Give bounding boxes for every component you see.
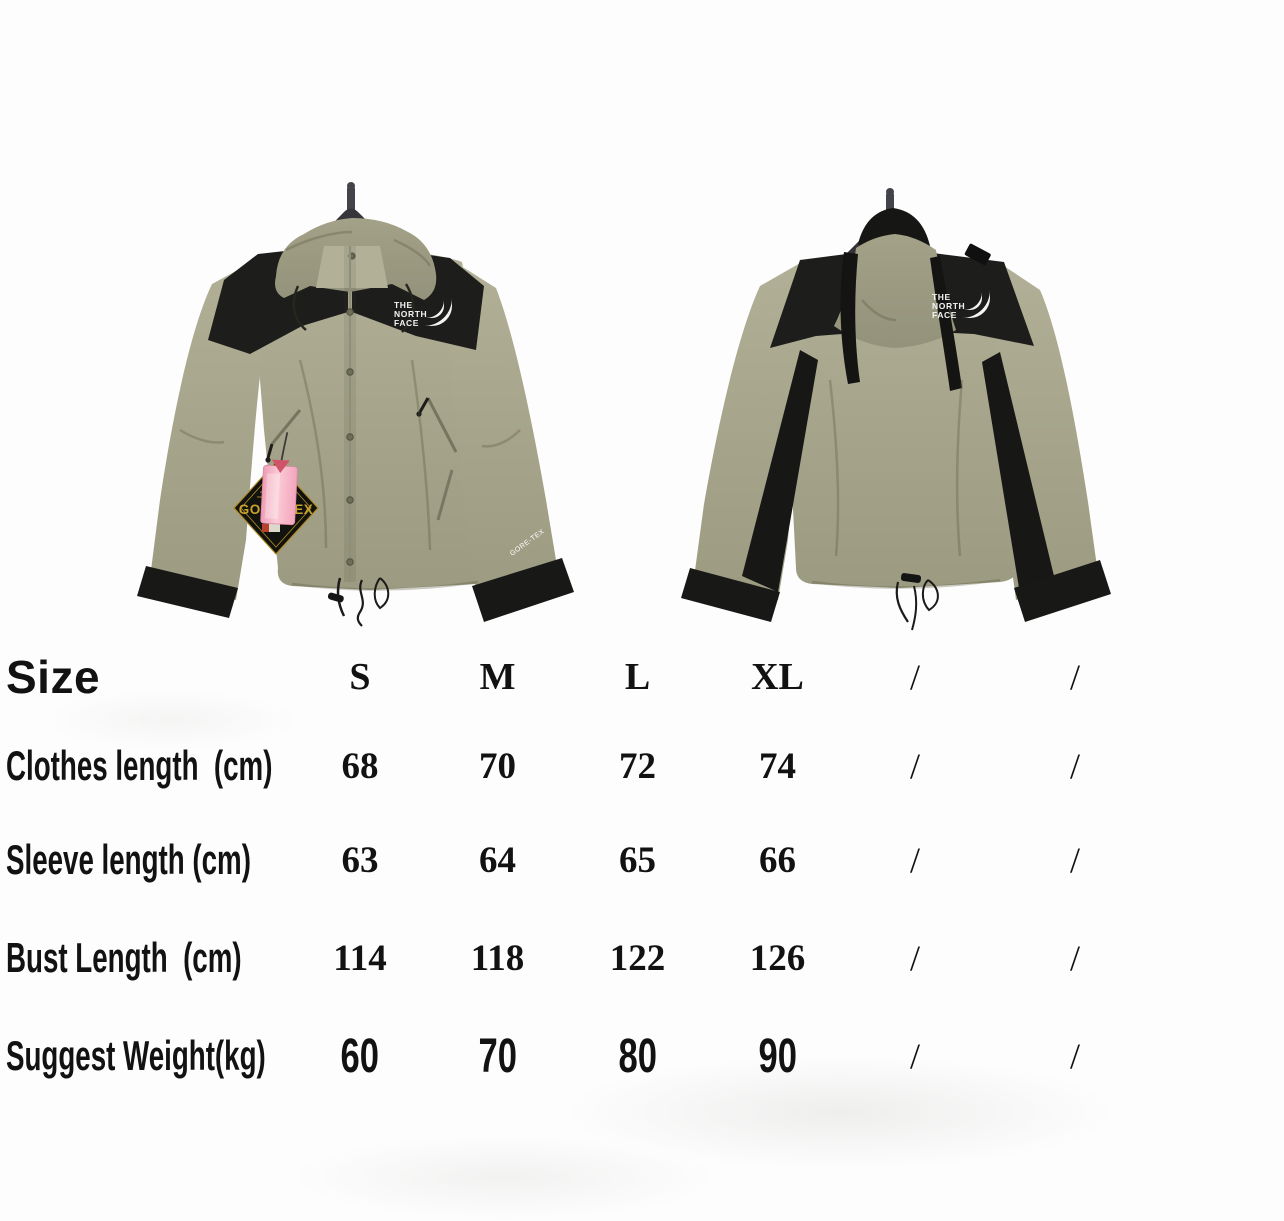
front-jacket-photo: THE NORTH FACE GORE-TEX [137, 182, 574, 627]
suggest-weight-m: 70 [478, 1029, 517, 1083]
bust-length-s: 114 [333, 937, 387, 979]
suggest-weight-na-1: / [909, 1036, 920, 1076]
logo-line-1: THE [394, 300, 413, 310]
bust-length-na-1: / [909, 938, 920, 978]
pink-hang-tag [260, 432, 298, 526]
sleeve-length-s: 63 [341, 839, 379, 881]
size-chart-title-cell: Size [0, 636, 290, 718]
clothes-length-na-2: / [1069, 746, 1080, 786]
clothes-length-m: 70 [479, 745, 516, 787]
hood-strap-right [930, 256, 962, 391]
wrinkle-shading [811, 299, 1001, 589]
back-left-cuff [681, 568, 780, 622]
sleeve-length-l: 65 [619, 839, 656, 881]
row-label-bust-length: Bust Length (cm) [6, 934, 242, 981]
column-header-na-1: / [909, 657, 920, 697]
suggest-weight-xl: 90 [758, 1029, 797, 1083]
bust-length-m: 118 [470, 937, 525, 979]
half-dome-icon [964, 292, 982, 310]
logo-line-2: NORTH [932, 301, 965, 311]
logo-line-2: NORTH [394, 309, 427, 319]
suggest-weight-na-2: / [1069, 1036, 1080, 1076]
column-header-xl: XL [751, 656, 804, 698]
hem-drawcords [895, 573, 939, 631]
back-jacket-photo: THE NORTH FACE [681, 188, 1111, 631]
size-chart-title: Size [6, 651, 101, 703]
clothes-length-na-1: / [909, 746, 920, 786]
back-hanging-hood [834, 234, 956, 348]
back-right-cuff [1014, 560, 1111, 622]
suggest-weight-s: 60 [340, 1029, 380, 1083]
hood-buckle [964, 243, 991, 266]
logo-line-3: FACE [932, 310, 957, 320]
background-smudge [290, 1135, 720, 1220]
chest-pocket-zips [265, 397, 458, 521]
logo-line-3: FACE [394, 318, 419, 328]
hood-drawcords [292, 283, 415, 333]
north-face-logo-front: THE NORTH FACE [394, 298, 452, 328]
logo-line-1: THE [932, 292, 951, 302]
sleeve-length-na-1: / [909, 840, 920, 880]
front-left-cuff [137, 566, 238, 618]
jacket-product-photos: THE NORTH FACE GORE-TEX [137, 182, 1111, 631]
row-label-suggest-weight: Suggest Weight(kg) [6, 1032, 266, 1079]
bust-length-na-2: / [1069, 938, 1080, 978]
half-dome-icon [426, 300, 444, 318]
back-right-underarm-panel [982, 352, 1054, 594]
clothes-length-s: 68 [341, 745, 379, 787]
bust-length-l: 122 [609, 937, 666, 979]
bust-length-xl: 126 [749, 937, 806, 979]
half-dome-icon [962, 290, 990, 318]
suggest-weight-l: 80 [618, 1029, 657, 1083]
column-header-na-2: / [1069, 657, 1080, 697]
sleeve-length-xl: 66 [759, 839, 796, 881]
placket-snap-buttons [346, 308, 354, 566]
front-collar [316, 246, 388, 288]
row-label-sleeve-length: Sleeve length (cm) [6, 836, 251, 883]
clothes-length-xl: 74 [759, 745, 796, 787]
back-left-underarm-panel [742, 350, 818, 592]
size-chart-table: Size S M L XL / / Clothes length (cm) 68… [0, 636, 1165, 1102]
sleeve-length-m: 64 [479, 839, 516, 881]
north-face-logo-back: THE NORTH FACE [932, 290, 990, 320]
half-dome-icon [424, 298, 452, 326]
front-right-cuff [472, 558, 574, 622]
column-header-l: L [624, 656, 651, 698]
clothes-length-l: 72 [619, 745, 656, 787]
hood-strap-left [840, 252, 860, 384]
wrinkle-shading [179, 230, 521, 591]
column-header-s: S [349, 656, 371, 698]
column-header-m: M [479, 656, 516, 698]
row-label-clothes-length: Clothes length (cm) [6, 742, 273, 789]
sleeve-length-na-2: / [1069, 840, 1080, 880]
hem-drawcords [327, 577, 390, 627]
